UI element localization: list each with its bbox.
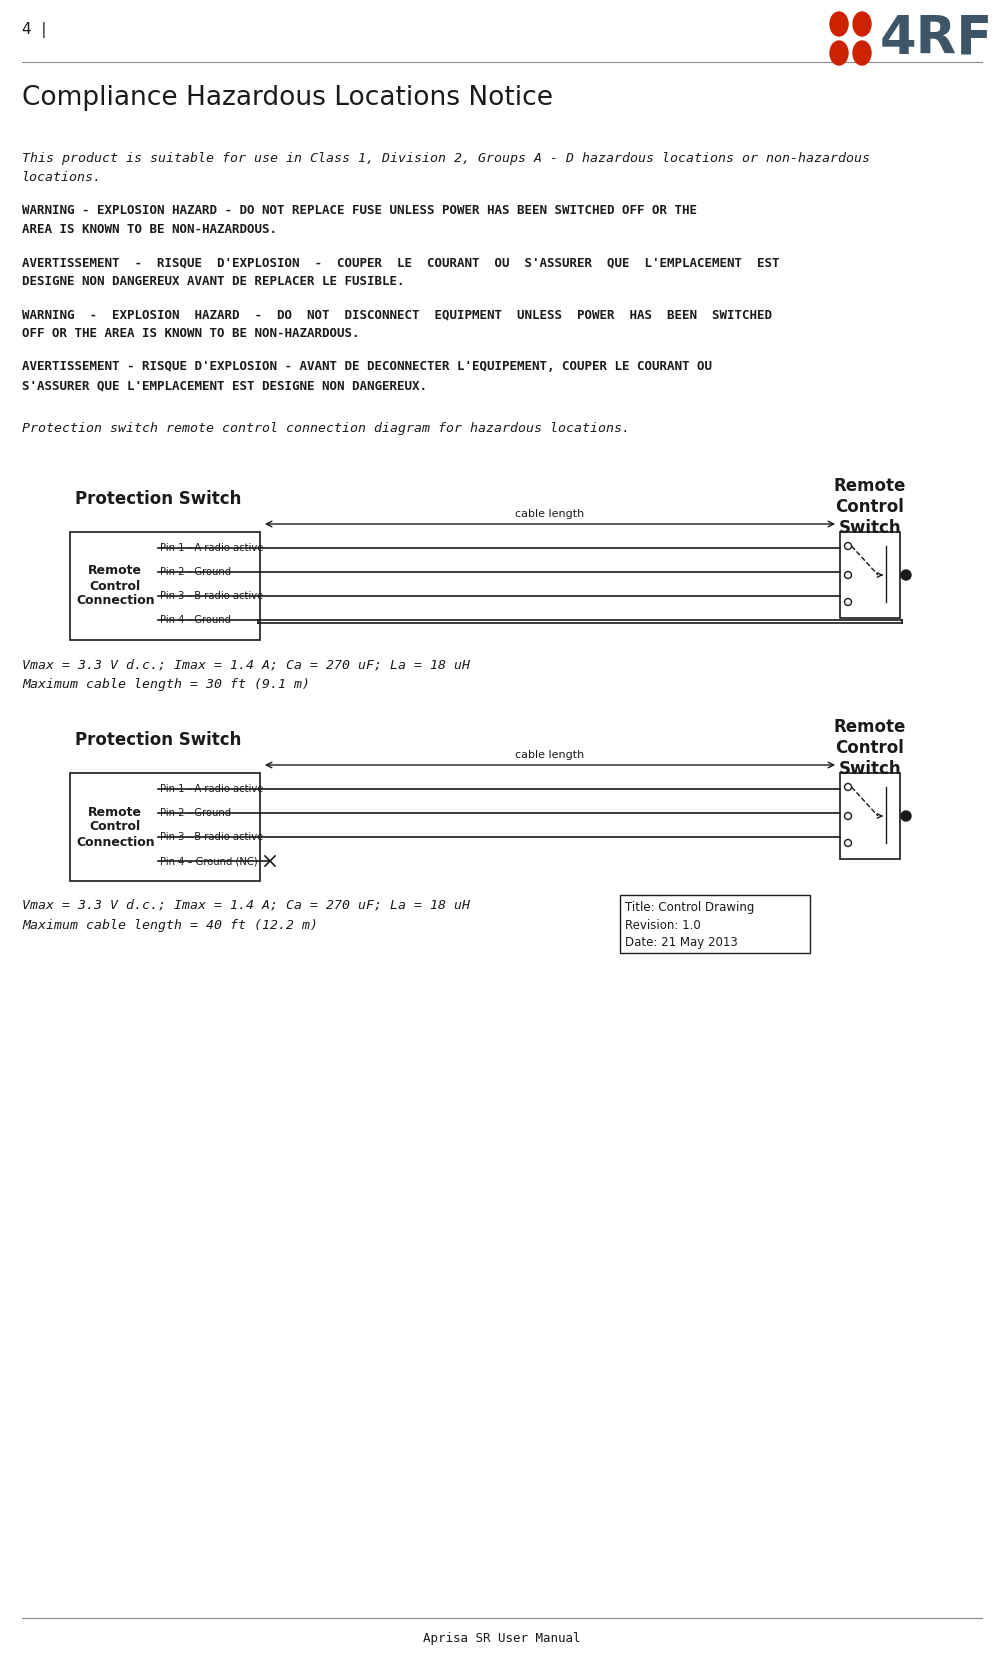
Text: Pin 1 - A radio active: Pin 1 - A radio active (159, 543, 263, 553)
Text: locations.: locations. (22, 171, 102, 184)
Text: Protection Switch: Protection Switch (75, 731, 241, 749)
Circle shape (844, 812, 851, 820)
Text: Protection switch remote control connection diagram for hazardous locations.: Protection switch remote control connect… (22, 423, 629, 436)
Text: Title: Control Drawing: Title: Control Drawing (625, 901, 753, 915)
Bar (840, 532, 899, 618)
Text: Vmax = 3.3 V d.c.; Imax = 1.4 A; Ca = 270 uF; La = 18 uH: Vmax = 3.3 V d.c.; Imax = 1.4 A; Ca = 27… (22, 658, 469, 671)
Text: WARNING  -  EXPLOSION  HAZARD  -  DO  NOT  DISCONNECT  EQUIPMENT  UNLESS  POWER : WARNING - EXPLOSION HAZARD - DO NOT DISC… (22, 308, 771, 321)
Bar (840, 774, 899, 858)
Text: Revision: 1.0: Revision: 1.0 (625, 920, 700, 931)
Text: Remote
Control
Connection: Remote Control Connection (76, 565, 154, 608)
Text: Pin 2 - Ground: Pin 2 - Ground (159, 567, 231, 577)
Text: Pin 2 - Ground: Pin 2 - Ground (159, 809, 231, 819)
Text: Vmax = 3.3 V d.c.; Imax = 1.4 A; Ca = 270 uF; La = 18 uH: Vmax = 3.3 V d.c.; Imax = 1.4 A; Ca = 27… (22, 900, 469, 911)
Text: 4  |: 4 | (22, 22, 46, 38)
Text: Remote
Control
Switch: Remote Control Switch (832, 477, 906, 537)
Text: DESIGNE NON DANGEREUX AVANT DE REPLACER LE FUSIBLE.: DESIGNE NON DANGEREUX AVANT DE REPLACER … (22, 275, 404, 288)
Text: S'ASSURER QUE L'EMPLACEMENT EST DESIGNE NON DANGEREUX.: S'ASSURER QUE L'EMPLACEMENT EST DESIGNE … (22, 379, 426, 393)
Text: Date: 21 May 2013: Date: 21 May 2013 (625, 936, 737, 949)
Ellipse shape (829, 12, 848, 36)
Ellipse shape (853, 41, 871, 65)
Text: AREA IS KNOWN TO BE NON-HAZARDOUS.: AREA IS KNOWN TO BE NON-HAZARDOUS. (22, 224, 277, 235)
Bar (620, 895, 809, 953)
Text: Maximum cable length = 30 ft (9.1 m): Maximum cable length = 30 ft (9.1 m) (22, 678, 310, 691)
Text: cable length: cable length (515, 509, 584, 519)
Ellipse shape (853, 12, 871, 36)
Circle shape (844, 572, 851, 578)
Text: Protection Switch: Protection Switch (75, 490, 241, 509)
Ellipse shape (829, 41, 848, 65)
Text: Compliance Hazardous Locations Notice: Compliance Hazardous Locations Notice (22, 85, 553, 111)
Text: 4RF: 4RF (879, 13, 992, 65)
Circle shape (844, 542, 851, 550)
Text: Remote
Control
Connection: Remote Control Connection (76, 805, 154, 848)
Text: Pin 4 – Ground (NC): Pin 4 – Ground (NC) (159, 857, 258, 867)
Text: Remote
Control
Switch: Remote Control Switch (832, 717, 906, 777)
Text: cable length: cable length (515, 751, 584, 761)
Text: AVERTISSEMENT  -  RISQUE  D'EXPLOSION  -  COUPER  LE  COURANT  OU  S'ASSURER  QU: AVERTISSEMENT - RISQUE D'EXPLOSION - COU… (22, 255, 778, 268)
Text: WARNING - EXPLOSION HAZARD - DO NOT REPLACE FUSE UNLESS POWER HAS BEEN SWITCHED : WARNING - EXPLOSION HAZARD - DO NOT REPL… (22, 204, 696, 217)
Text: Pin 4 - Ground: Pin 4 - Ground (159, 615, 231, 625)
Text: AVERTISSEMENT - RISQUE D'EXPLOSION - AVANT DE DECONNECTER L'EQUIPEMENT, COUPER L: AVERTISSEMENT - RISQUE D'EXPLOSION - AVA… (22, 360, 711, 373)
Text: OFF OR THE AREA IS KNOWN TO BE NON-HAZARDOUS.: OFF OR THE AREA IS KNOWN TO BE NON-HAZAR… (22, 326, 359, 340)
Text: This product is suitable for use in Class 1, Division 2, Groups A - D hazardous : This product is suitable for use in Clas… (22, 152, 870, 166)
Text: Pin 3 - B radio active: Pin 3 - B radio active (159, 832, 263, 842)
Circle shape (900, 810, 910, 820)
Circle shape (844, 840, 851, 847)
Bar (70, 774, 260, 882)
Text: Maximum cable length = 40 ft (12.2 m): Maximum cable length = 40 ft (12.2 m) (22, 920, 318, 931)
Circle shape (844, 598, 851, 605)
Circle shape (844, 784, 851, 790)
Text: Pin 1 - A radio active: Pin 1 - A radio active (159, 784, 263, 794)
Text: Aprisa SR User Manual: Aprisa SR User Manual (423, 1632, 580, 1645)
Circle shape (900, 570, 910, 580)
Text: Pin 3 - B radio active: Pin 3 - B radio active (159, 592, 263, 601)
Bar (70, 532, 260, 640)
